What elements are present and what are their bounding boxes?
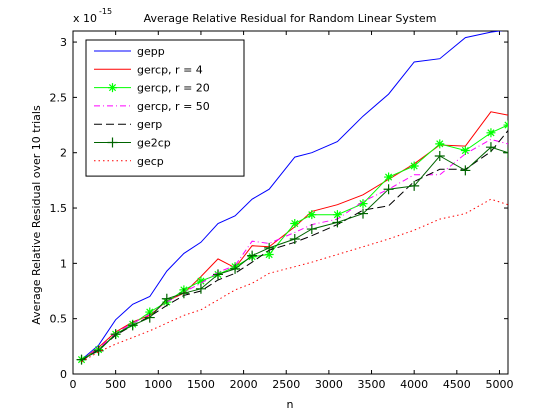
series-5-point [409, 180, 420, 191]
x-tick-label: 500 [105, 378, 126, 391]
series-2-point [307, 210, 317, 220]
legend-item: gepp [94, 45, 165, 58]
series-line-6 [81, 198, 508, 363]
legend-item: gercp, r = 4 [94, 63, 203, 76]
chart-title: Average Relative Residual for Random Lin… [144, 12, 437, 25]
series-5-point [230, 263, 241, 274]
series-5-point [144, 312, 155, 323]
series-5-point [127, 320, 138, 331]
series-5-point [332, 217, 343, 228]
legend-marker [107, 137, 118, 148]
legend-label: gecp [137, 155, 164, 168]
legend-label: gercp, r = 50 [137, 100, 210, 113]
series-5-point [195, 283, 206, 294]
series-2-point [290, 219, 300, 229]
series-5-point [434, 151, 445, 162]
series-5-point [264, 242, 275, 253]
legend-label: ge2cp [137, 137, 171, 150]
series-2-point [145, 307, 155, 317]
legend-item: gerp [94, 118, 162, 131]
series-2-point [460, 145, 470, 155]
series-5-point [247, 250, 258, 261]
series-2-point [384, 172, 394, 182]
y-tick-label: 1 [60, 257, 67, 270]
x-tick-label: 2000 [230, 378, 258, 391]
legend-item: gercp, r = 50 [94, 100, 210, 113]
y-axis-title: Average Relative Residual over 10 trials [30, 105, 43, 325]
x-tick-label: 1000 [144, 378, 172, 391]
series-5-point [76, 354, 87, 365]
x-tick-label: 4500 [443, 378, 471, 391]
legend-label: gepp [137, 45, 165, 58]
series-5-point [460, 165, 471, 176]
y-tick-label: 0 [60, 368, 67, 381]
series-5-point [213, 269, 223, 280]
series-2-point [435, 139, 445, 149]
x-tick-label: 5000 [485, 378, 513, 391]
y-exponent-base: x 10 [73, 12, 97, 25]
series-line-5 [81, 146, 508, 361]
x-tick-label: 3500 [358, 378, 386, 391]
x-axis-title: n [287, 398, 294, 411]
series-5-point [485, 142, 496, 153]
legend-item: gercp, r = 20 [94, 82, 210, 95]
series-5-point [358, 208, 368, 219]
legend: gepp gercp, r = 4 gercp, r = 20 gercp, r = … [85, 39, 245, 177]
series-2-point [196, 276, 206, 286]
y-exponent: x 10 -15 [73, 7, 112, 25]
x-tick-label: 1500 [187, 378, 215, 391]
series-lines [76, 31, 508, 365]
legend-item: ge2cp [94, 137, 171, 150]
x-tick-label: 2500 [272, 378, 300, 391]
y-tick-label: 2.5 [50, 91, 68, 104]
series-2-point [486, 128, 496, 138]
legend-label: gercp, r = 20 [137, 82, 210, 95]
series-5-point [289, 234, 300, 245]
y-exponent-power: -15 [99, 7, 112, 16]
x-tick-label: 4000 [400, 378, 428, 391]
legend-label: gerp [137, 118, 162, 131]
series-5-point [306, 224, 317, 235]
y-tick-label: 1.5 [50, 202, 68, 215]
y-tick-label: 3 [60, 36, 67, 49]
legend-box [85, 39, 245, 177]
plot-frame [72, 30, 509, 375]
series-line-4 [81, 130, 508, 362]
series-line-0 [81, 31, 504, 360]
series-2-point [264, 250, 274, 260]
series-5-point [110, 329, 121, 340]
series-5-point [503, 147, 508, 158]
y-tick-label: 0.5 [50, 313, 68, 326]
x-tick-label: 0 [70, 378, 77, 391]
series-5-point [178, 288, 189, 299]
series-5-point [161, 293, 172, 304]
x-tick-label: 3000 [315, 378, 343, 391]
legend-label: gercp, r = 4 [137, 63, 203, 76]
y-tick-label: 2 [60, 147, 67, 160]
series-5-point [383, 184, 394, 195]
series-2-point [358, 199, 368, 209]
series-2-point [332, 210, 342, 220]
legend-marker [108, 83, 117, 93]
series-2-point [409, 161, 419, 171]
plot-area: 0 500 1000 1500 2000 2500 3000 3500 4000 4500 5000… [50, 30, 513, 391]
legend-item: gecp [94, 155, 164, 168]
